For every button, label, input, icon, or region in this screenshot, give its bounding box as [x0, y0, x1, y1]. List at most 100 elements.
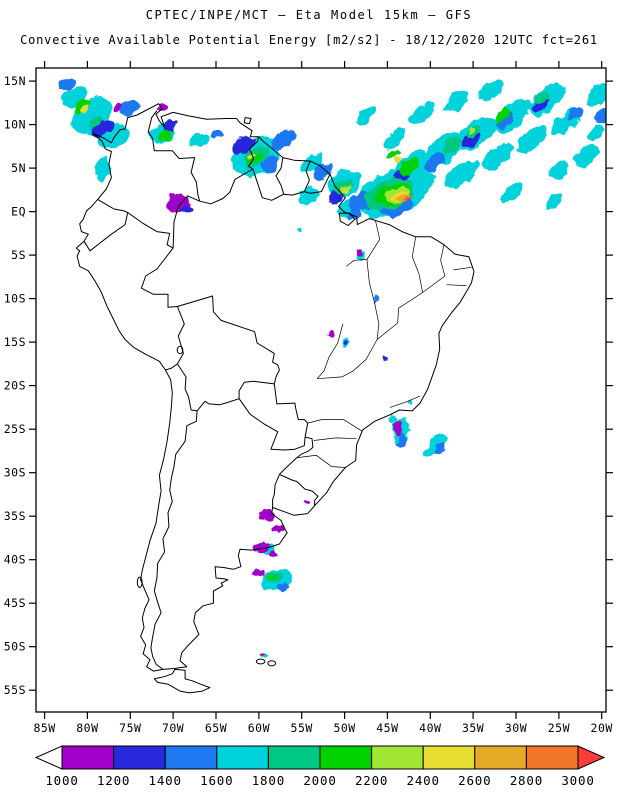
country-border — [196, 398, 240, 412]
coastline-tierra-del-fuego — [153, 668, 211, 694]
lat-tick-label: 5N — [11, 161, 26, 175]
state-border — [307, 419, 362, 432]
lon-tick-label: 50W — [333, 721, 355, 735]
colorbar-segment — [525, 745, 579, 770]
cape-cell — [389, 414, 396, 424]
cape-cell — [442, 138, 461, 155]
cape-cell — [588, 126, 605, 141]
cape-cell — [385, 149, 400, 161]
state-border — [295, 454, 347, 468]
lat-tick-label: 10N — [4, 118, 26, 132]
cape-cell — [189, 132, 209, 148]
cape-cell — [399, 157, 420, 175]
country-border — [279, 436, 314, 475]
cape-field — [60, 78, 606, 659]
cape-cell — [328, 329, 336, 339]
country-border — [199, 168, 331, 205]
cape-cell — [232, 136, 255, 155]
lat-tick-label: 30S — [4, 466, 26, 480]
cape-cell — [114, 104, 123, 111]
cape-cell — [574, 144, 599, 167]
country-border — [248, 136, 260, 170]
colorbar-tick-label: 2000 — [303, 773, 336, 788]
state-border — [317, 339, 378, 380]
cape-cell — [587, 83, 606, 106]
lat-tick-label: 50S — [4, 640, 26, 654]
country-border — [83, 212, 129, 252]
lon-tick-label: 85W — [33, 721, 55, 735]
cape-cell — [270, 130, 295, 151]
lon-tick-label: 60W — [248, 721, 270, 735]
country-border — [238, 380, 275, 399]
cape-cell — [158, 130, 171, 140]
country-border — [176, 306, 185, 365]
cape-cell — [89, 115, 103, 127]
country-border — [272, 474, 280, 508]
state-border — [313, 437, 357, 441]
island-outline — [136, 576, 143, 588]
cape-cell — [444, 159, 480, 190]
cape-cell — [393, 420, 404, 437]
cape-cell — [535, 92, 549, 105]
cape-cell — [433, 443, 445, 454]
country-border — [275, 157, 285, 195]
lon-tick-label: 35W — [462, 721, 484, 735]
island-outline — [255, 658, 266, 665]
cape-cell — [515, 125, 547, 154]
state-border — [422, 244, 446, 293]
cape-cell — [303, 501, 309, 507]
lat-tick-label: 25S — [4, 422, 26, 436]
colorbar-segment — [422, 745, 476, 770]
cape-cell — [594, 107, 606, 124]
state-border — [446, 284, 467, 286]
state-border — [411, 236, 423, 293]
cape-cell — [168, 193, 178, 201]
cape-cell — [383, 357, 389, 362]
cape-cell — [267, 572, 278, 580]
lat-tick-label: 10S — [4, 292, 26, 306]
lat-tick-label: 15N — [4, 74, 26, 88]
colorbar-segment — [267, 745, 321, 770]
colorbar-segment — [61, 745, 115, 770]
cape-cell — [297, 226, 303, 232]
colorbar-segment — [319, 745, 373, 770]
lon-tick-label: 20W — [591, 721, 613, 735]
colorbar-tick-label: 3000 — [561, 773, 594, 788]
country-border — [273, 383, 309, 438]
state-border — [346, 259, 367, 267]
cape-cell — [481, 142, 513, 171]
cape-cell — [549, 162, 569, 180]
cape-cell — [210, 129, 224, 141]
cape-cell — [355, 107, 375, 125]
cape-cell — [276, 582, 289, 592]
lat-tick-label: 5S — [11, 248, 26, 262]
colorbar-left-arrow — [34, 745, 63, 770]
cape-cell — [494, 109, 510, 123]
geography — [75, 103, 475, 694]
colorbar-tick-label: 1800 — [252, 773, 285, 788]
colorbar-tick-label: 2400 — [407, 773, 440, 788]
cape-cell — [271, 523, 284, 532]
cape-cell — [568, 106, 584, 121]
colorbar-right-arrow — [577, 745, 606, 770]
lon-tick-label: 40W — [419, 721, 441, 735]
cape-cell — [373, 296, 379, 302]
state-border — [453, 266, 472, 271]
country-border — [127, 212, 174, 249]
lon-tick-label: 65W — [205, 721, 227, 735]
state-borders — [295, 220, 472, 468]
cape-cell — [60, 78, 75, 91]
colorbar-tick-label: 2600 — [458, 773, 491, 788]
lat-tick-label: 15S — [4, 335, 26, 349]
lat-tick-label: 40S — [4, 553, 26, 567]
state-border — [316, 323, 344, 379]
cape-cell — [254, 567, 266, 577]
figure-title-model: CPTEC/INPE/MCT — Eta Model 15km — GFS — [145, 8, 473, 22]
state-border — [366, 220, 381, 260]
cape-cell — [478, 79, 503, 102]
lat-tick-label: EQ — [11, 205, 26, 219]
colorbar-segment — [216, 745, 269, 770]
cape-cell — [163, 118, 178, 131]
island-marajo — [338, 212, 356, 226]
